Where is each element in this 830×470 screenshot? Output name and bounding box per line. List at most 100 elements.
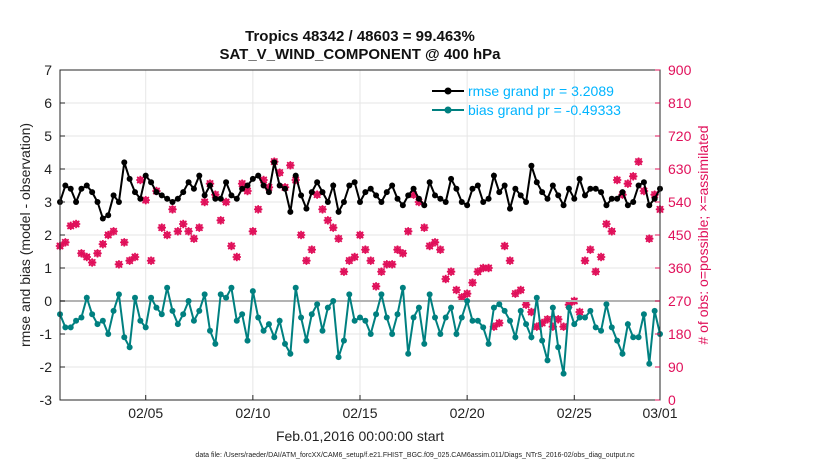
bias-point (539, 337, 546, 344)
obs-assimilated-marker (109, 227, 118, 236)
rmse-point (164, 195, 171, 202)
rmse-point (260, 182, 267, 189)
rmse-point (282, 185, 288, 192)
obs-assimilated-marker (98, 239, 108, 249)
series-layer (57, 159, 663, 377)
bias-point (646, 360, 653, 367)
y-tick-label-right: 900 (668, 62, 692, 78)
axis-ticks: -3 -2 -1 0 1 2 3 4 5 6 7 0 90 180 270 360 450 540 630 720 81… (40, 62, 692, 421)
bias-point (303, 337, 310, 344)
bias-point (383, 314, 390, 321)
rmse-point (340, 199, 347, 205)
rmse-point (592, 185, 599, 192)
obs-assimilated-marker (93, 249, 102, 258)
rmse-point (357, 199, 363, 205)
bias-point (437, 331, 444, 337)
obs-assimilated-marker (286, 161, 295, 170)
y-tick-label-right: 90 (668, 359, 684, 375)
rmse-point (158, 192, 165, 199)
bias-point (346, 291, 353, 298)
rmse-point (415, 195, 422, 202)
obs-assimilated-marker (543, 315, 552, 324)
rmse-point (496, 189, 503, 196)
bias-point (405, 350, 412, 357)
rmse-point (223, 179, 230, 186)
bias-point (517, 307, 524, 314)
bias-point (624, 321, 631, 328)
rmse-point (501, 182, 508, 189)
bias-point (319, 327, 326, 334)
rmse-point (308, 189, 315, 196)
bias-point (255, 314, 262, 321)
bias-point (362, 317, 369, 324)
bias-point (640, 311, 647, 318)
rmse-point (485, 195, 492, 202)
bias-point (576, 314, 583, 321)
obs-assimilated-marker (216, 216, 225, 225)
rmse-point (142, 172, 149, 179)
bias-point (367, 331, 374, 337)
y-tick-label-right: 540 (668, 194, 692, 210)
x-tick-label: 02/10 (235, 405, 270, 421)
bias-point (614, 337, 621, 344)
y-tick-label-left: 6 (44, 95, 52, 111)
bias-point (282, 340, 288, 347)
rmse-point (228, 192, 235, 199)
bias-point (549, 304, 556, 311)
y-tick-label-right: 630 (668, 161, 692, 177)
obs-assimilated-marker (87, 258, 97, 267)
bias-point (512, 334, 519, 341)
rmse-point (426, 179, 433, 186)
rmse-point (410, 185, 417, 192)
rmse-point (560, 202, 567, 209)
bias-point (426, 291, 433, 298)
rmse-point (330, 182, 337, 189)
rmse-point (640, 179, 647, 186)
y-tick-label-left: 4 (44, 161, 52, 177)
bias-point (276, 317, 283, 324)
obs-assimilated-marker (179, 219, 188, 229)
bias-point (544, 357, 551, 364)
data-file-footer: data file: /Users/raeder/DAI/ATM_forcXX/… (195, 452, 635, 459)
x-tick-label: 02/05 (128, 405, 163, 421)
rmse-point (319, 189, 326, 196)
bias-point (469, 317, 476, 324)
obs-assimilated-marker (71, 219, 81, 229)
y-tick-label-left: 0 (44, 293, 52, 309)
rmse-point (614, 195, 621, 202)
bias-point (630, 334, 637, 341)
bias-point (239, 311, 246, 318)
bias-point (314, 301, 321, 308)
bias-point (196, 307, 203, 314)
obs-assimilated-marker (173, 227, 183, 236)
obs-assimilated-marker (307, 245, 316, 254)
obs-assimilated-marker (377, 267, 386, 276)
obs-assimilated-marker (462, 289, 472, 298)
rmse-point (89, 189, 96, 196)
obs-assimilated-marker (441, 274, 450, 284)
y-tick-label-left: 7 (44, 62, 52, 78)
obs-assimilated-marker (248, 227, 258, 236)
chart-subtitle: SAT_V_WIND_COMPONENT @ 400 hPa (219, 46, 501, 63)
obs-assimilated-marker (580, 256, 590, 265)
bias-point (560, 370, 567, 377)
bias-point (442, 314, 449, 321)
bias-point (507, 317, 513, 324)
obs-assimilated-marker (232, 252, 241, 262)
rmse-point (351, 179, 358, 186)
obs-assimilated-marker (66, 221, 75, 231)
rmse-point (405, 192, 412, 199)
bias-point (555, 344, 562, 351)
chart-title: Tropics 48342 / 48603 = 99.463% (245, 28, 475, 45)
rmse-point (174, 195, 181, 202)
rmse-point (255, 172, 262, 179)
y-tick-label-left: -2 (40, 359, 53, 375)
bias-point (373, 311, 380, 318)
bias-point (619, 350, 626, 357)
rmse-point (346, 182, 353, 189)
obs-assimilated-marker (404, 227, 413, 236)
rmse-point (576, 175, 583, 182)
obs-assimilated-marker (366, 256, 375, 265)
bias-point (164, 284, 171, 291)
bias-point (185, 298, 192, 304)
